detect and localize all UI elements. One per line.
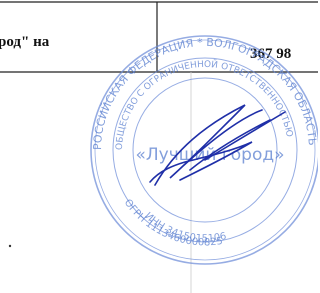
scan: род" на 367 98 РОССИЙСКАЯ ФЕДЕРАЦИЯ * ВО… <box>0 0 318 293</box>
stamp-text: ИНН 3415015106 <box>142 211 227 245</box>
document-page: род" на 367 98 РОССИЙСКАЯ ФЕДЕРАЦИЯ * ВО… <box>0 0 318 293</box>
speck <box>9 245 11 247</box>
table-cell: род" на <box>0 34 50 50</box>
stamp-inn: ИНН 3415015106 <box>142 211 227 245</box>
